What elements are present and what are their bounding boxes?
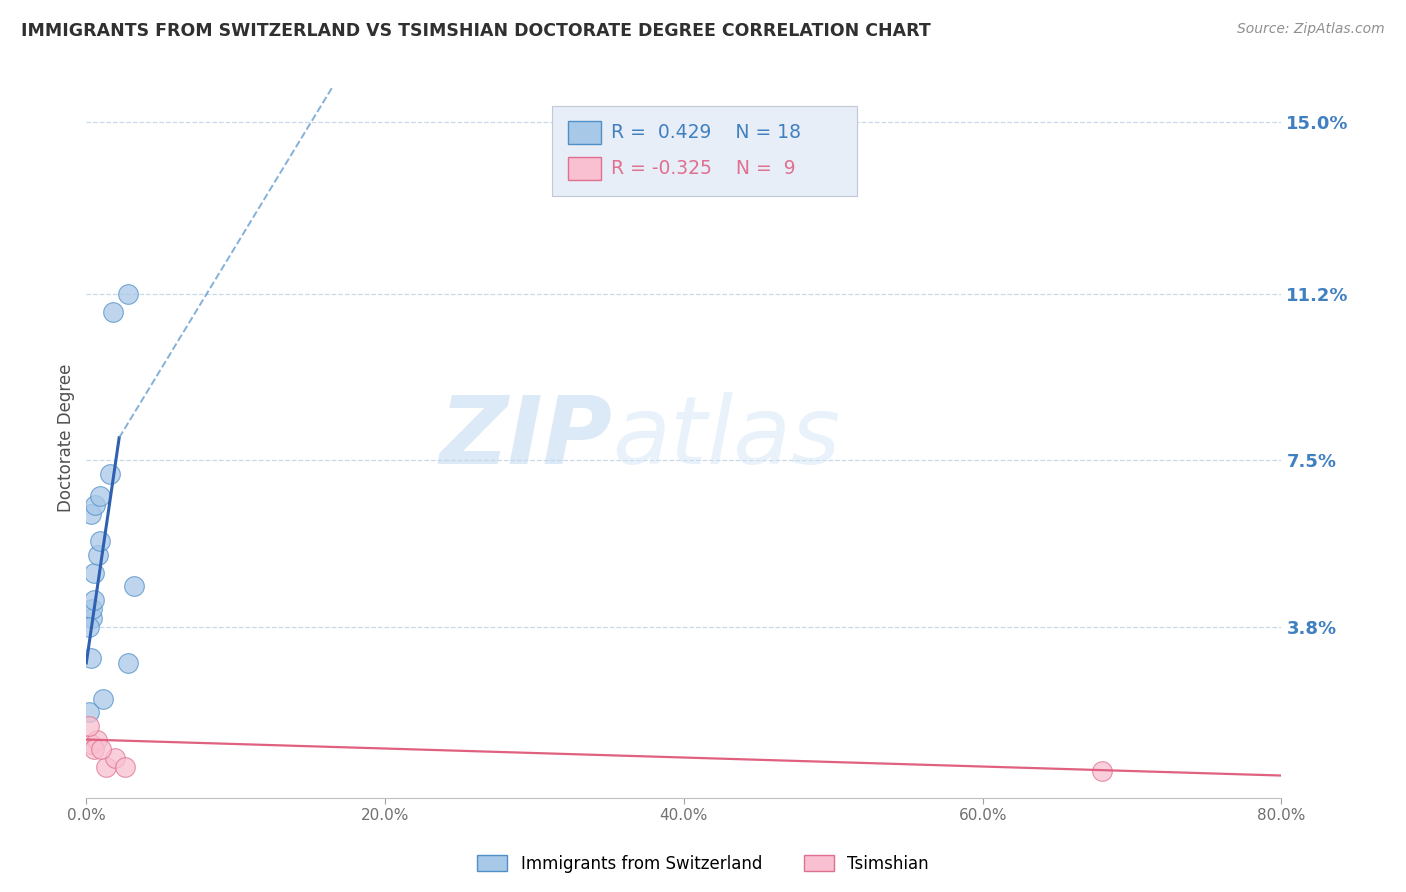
Text: R =  0.429    N = 18: R = 0.429 N = 18	[612, 123, 801, 142]
Point	[90, 741, 112, 756]
Point	[91, 692, 114, 706]
Point	[80, 508, 103, 522]
Point	[83, 741, 105, 756]
Point	[114, 759, 136, 773]
Point	[122, 579, 145, 593]
Point	[77, 719, 100, 733]
Point	[101, 304, 124, 318]
Point	[98, 467, 121, 481]
Text: ZIP: ZIP	[439, 392, 612, 483]
Point	[89, 489, 111, 503]
Text: atlas: atlas	[612, 392, 841, 483]
FancyBboxPatch shape	[568, 157, 602, 180]
Text: R = -0.325    N =  9: R = -0.325 N = 9	[612, 160, 796, 178]
FancyBboxPatch shape	[553, 106, 858, 196]
Y-axis label: Doctorate Degree: Doctorate Degree	[58, 364, 75, 512]
Point	[83, 566, 105, 580]
Point	[80, 737, 103, 751]
Point	[87, 548, 110, 562]
Point	[94, 759, 117, 773]
Point	[80, 651, 103, 665]
Legend: Immigrants from Switzerland, Tsimshian: Immigrants from Switzerland, Tsimshian	[471, 848, 935, 880]
Point	[82, 602, 104, 616]
Text: IMMIGRANTS FROM SWITZERLAND VS TSIMSHIAN DOCTORATE DEGREE CORRELATION CHART: IMMIGRANTS FROM SWITZERLAND VS TSIMSHIAN…	[21, 22, 931, 40]
Point	[117, 656, 139, 670]
Point	[77, 620, 100, 634]
Point	[82, 611, 104, 625]
FancyBboxPatch shape	[568, 120, 602, 145]
Point	[1091, 764, 1114, 778]
Point	[84, 498, 107, 512]
Point	[89, 534, 111, 549]
Point	[83, 593, 105, 607]
Point	[77, 706, 100, 720]
Point	[117, 286, 139, 301]
Point	[104, 750, 127, 764]
Point	[86, 732, 108, 747]
Text: Source: ZipAtlas.com: Source: ZipAtlas.com	[1237, 22, 1385, 37]
